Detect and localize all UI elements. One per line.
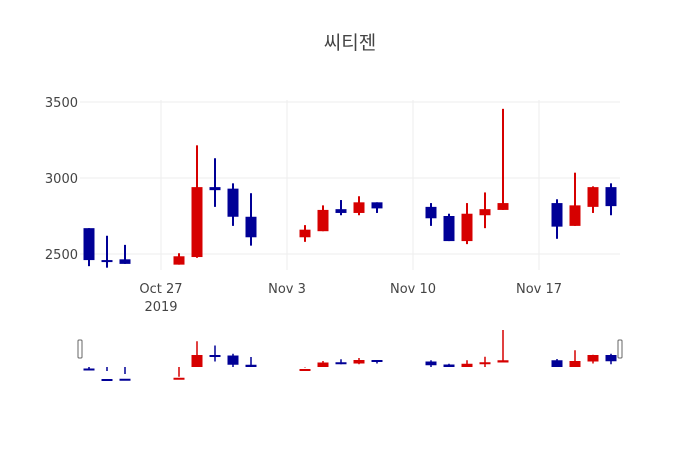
candle[interactable] [191,145,203,258]
candle[interactable] [227,183,239,226]
x-tick-label: Oct 27 [139,282,182,297]
slider-candle [119,367,131,381]
slider-candle [371,360,383,364]
range-slider[interactable] [77,330,623,381]
candle[interactable] [551,199,563,239]
range-handle-right[interactable] [617,339,623,359]
slider-candle [209,345,221,362]
candle[interactable] [317,205,329,232]
candle[interactable] [245,193,257,246]
slider-candle [479,356,491,367]
slider-candle [569,350,581,367]
slider-candle [443,363,455,367]
slider-candle [587,354,599,364]
slider-candle [353,358,365,365]
slider-candle [173,367,185,380]
grid-lines [80,100,620,270]
chart-title: 씨티젠 [323,32,377,54]
slider-candle [299,367,311,371]
y-tick-label: 2500 [45,248,78,263]
candle[interactable] [497,108,509,210]
slider-candle [191,341,203,367]
x-tick-label: Nov 17 [516,282,562,297]
candle[interactable] [605,183,617,216]
candle[interactable] [425,203,437,226]
x-axis: Oct 27 2019 Nov 3 Nov 10 Nov 17 [139,282,562,315]
slider-candle [497,330,509,363]
candle[interactable] [479,192,491,229]
slider-candle [551,359,563,367]
candle[interactable] [371,202,383,213]
range-handle-left[interactable] [77,339,83,359]
candle[interactable] [353,196,365,216]
y-axis: 2500 3000 3500 [45,96,78,263]
slider-candle [335,359,347,365]
candle[interactable] [461,203,473,245]
candle[interactable] [299,225,311,242]
x-tick-label: Nov 3 [268,282,306,297]
slider-candle [245,357,257,367]
candle[interactable] [587,186,599,213]
slider-candle [227,353,239,367]
candles[interactable] [83,108,617,268]
y-tick-label: 3500 [45,96,78,111]
candle[interactable] [443,213,455,242]
slider-candle [83,367,95,371]
x-tick-sublabel: 2019 [144,300,177,315]
slider-candle [605,353,617,365]
slider-candle [101,367,113,381]
slider-candle [461,360,473,367]
candle[interactable] [209,158,221,207]
slider-candle [425,360,437,367]
candle[interactable] [173,253,185,265]
candle[interactable] [569,172,581,226]
candle[interactable] [335,200,347,216]
candle[interactable] [83,228,95,267]
slider-candle [317,361,329,367]
x-tick-label: Nov 10 [390,282,436,297]
candle[interactable] [119,244,131,264]
y-tick-label: 3000 [45,172,78,187]
candle[interactable] [101,235,113,268]
